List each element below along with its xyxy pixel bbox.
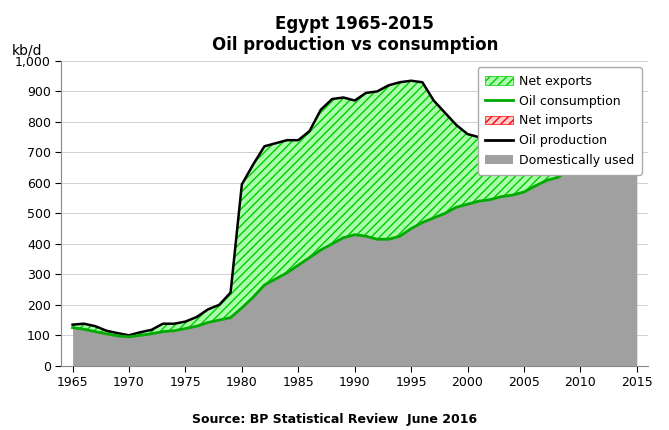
Legend: Net exports, Oil consumption, Net imports, Oil production, Domestically used: Net exports, Oil consumption, Net import… <box>478 67 642 175</box>
Text: kb/d: kb/d <box>11 44 42 58</box>
Title: Egypt 1965-2015
Oil production vs consumption: Egypt 1965-2015 Oil production vs consum… <box>211 15 498 54</box>
Text: Source: BP Statistical Review  June 2016: Source: BP Statistical Review June 2016 <box>192 413 477 426</box>
